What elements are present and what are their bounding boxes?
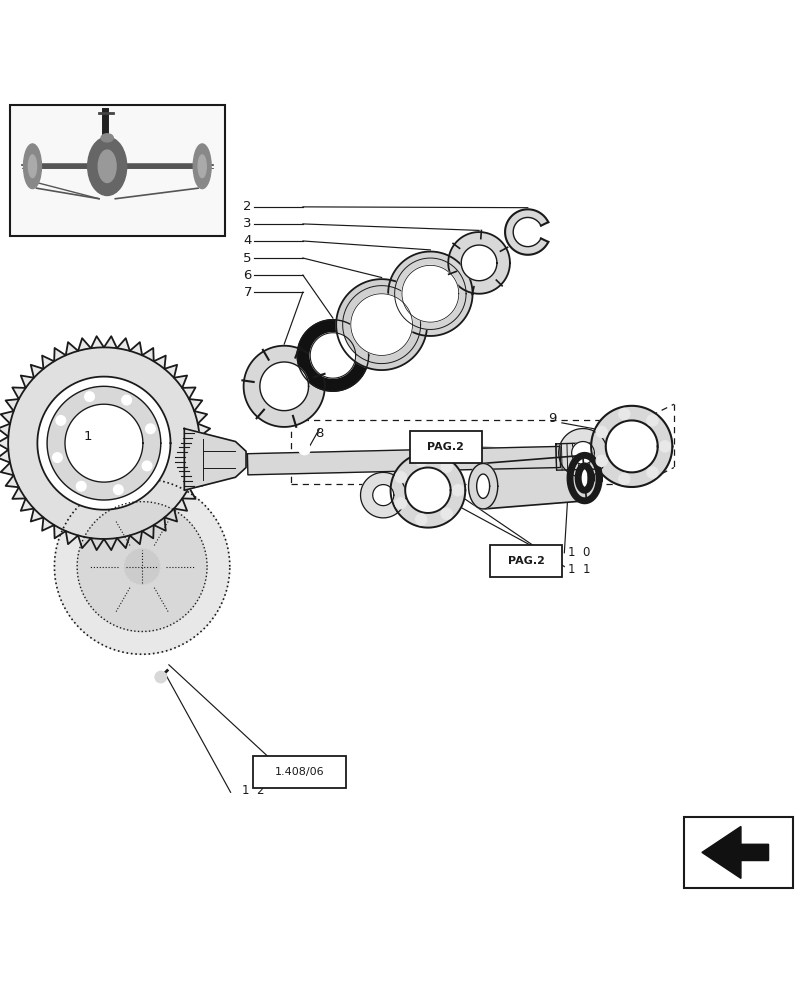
Circle shape bbox=[659, 441, 670, 452]
Polygon shape bbox=[504, 209, 547, 255]
Circle shape bbox=[298, 443, 310, 455]
Text: 8: 8 bbox=[315, 427, 323, 440]
Polygon shape bbox=[401, 265, 458, 322]
Polygon shape bbox=[558, 429, 607, 477]
Polygon shape bbox=[571, 442, 594, 464]
Text: 1: 1 bbox=[84, 430, 92, 443]
Circle shape bbox=[155, 671, 166, 683]
Circle shape bbox=[84, 392, 94, 401]
FancyBboxPatch shape bbox=[410, 431, 481, 463]
Circle shape bbox=[114, 485, 123, 495]
Circle shape bbox=[56, 416, 66, 425]
FancyBboxPatch shape bbox=[490, 545, 561, 577]
Polygon shape bbox=[243, 346, 324, 427]
Text: 7: 7 bbox=[243, 286, 251, 299]
Polygon shape bbox=[481, 455, 586, 509]
Ellipse shape bbox=[198, 155, 206, 178]
Circle shape bbox=[618, 408, 629, 420]
Circle shape bbox=[395, 472, 406, 483]
Polygon shape bbox=[350, 294, 412, 355]
Text: 1.408/06: 1.408/06 bbox=[274, 767, 324, 777]
Ellipse shape bbox=[98, 150, 116, 183]
Circle shape bbox=[646, 415, 658, 426]
Polygon shape bbox=[37, 377, 170, 510]
Ellipse shape bbox=[101, 134, 114, 142]
Polygon shape bbox=[590, 406, 672, 487]
Polygon shape bbox=[47, 386, 161, 500]
Polygon shape bbox=[407, 271, 453, 316]
Circle shape bbox=[122, 395, 131, 405]
Polygon shape bbox=[0, 336, 211, 550]
Circle shape bbox=[142, 461, 152, 471]
Polygon shape bbox=[448, 232, 509, 294]
Circle shape bbox=[145, 424, 155, 434]
FancyBboxPatch shape bbox=[253, 756, 345, 788]
Circle shape bbox=[124, 549, 160, 584]
Polygon shape bbox=[360, 472, 406, 518]
Polygon shape bbox=[405, 468, 450, 513]
Circle shape bbox=[415, 514, 427, 525]
Circle shape bbox=[595, 455, 607, 467]
Circle shape bbox=[53, 453, 62, 462]
Polygon shape bbox=[388, 252, 472, 336]
Circle shape bbox=[76, 481, 86, 491]
Polygon shape bbox=[77, 502, 207, 632]
Polygon shape bbox=[390, 453, 465, 528]
Polygon shape bbox=[184, 429, 246, 490]
Text: 6: 6 bbox=[243, 269, 251, 282]
Bar bbox=[683, 817, 792, 888]
Circle shape bbox=[595, 426, 607, 438]
Polygon shape bbox=[461, 245, 496, 281]
Circle shape bbox=[646, 467, 658, 478]
Polygon shape bbox=[569, 455, 599, 501]
Text: PAG.2: PAG.2 bbox=[507, 556, 544, 566]
Text: PAG.2: PAG.2 bbox=[427, 442, 464, 452]
Polygon shape bbox=[577, 466, 590, 490]
Circle shape bbox=[395, 498, 406, 509]
Text: 3: 3 bbox=[243, 217, 251, 230]
Polygon shape bbox=[297, 320, 368, 391]
Polygon shape bbox=[605, 420, 657, 472]
Ellipse shape bbox=[193, 144, 211, 189]
Text: 1  2: 1 2 bbox=[242, 784, 264, 797]
Polygon shape bbox=[54, 479, 230, 654]
Text: 5: 5 bbox=[243, 252, 251, 265]
Circle shape bbox=[440, 508, 452, 519]
Polygon shape bbox=[372, 485, 393, 506]
Polygon shape bbox=[556, 442, 616, 470]
Polygon shape bbox=[310, 333, 355, 378]
Circle shape bbox=[415, 455, 427, 467]
Bar bbox=[10, 105, 225, 236]
Polygon shape bbox=[8, 347, 200, 539]
Polygon shape bbox=[468, 463, 497, 509]
Polygon shape bbox=[65, 404, 143, 482]
Circle shape bbox=[452, 485, 463, 496]
Text: 2: 2 bbox=[243, 200, 251, 213]
Text: 4: 4 bbox=[243, 234, 251, 247]
Ellipse shape bbox=[24, 144, 41, 189]
Polygon shape bbox=[357, 300, 406, 349]
Text: 9: 9 bbox=[547, 412, 556, 425]
Polygon shape bbox=[476, 474, 489, 498]
Ellipse shape bbox=[88, 137, 127, 196]
Polygon shape bbox=[342, 286, 420, 364]
Text: 1  0: 1 0 bbox=[568, 546, 590, 559]
Polygon shape bbox=[394, 258, 466, 329]
Polygon shape bbox=[336, 279, 427, 370]
Polygon shape bbox=[701, 826, 767, 878]
Circle shape bbox=[440, 461, 452, 472]
Circle shape bbox=[618, 473, 629, 485]
Text: 1  1: 1 1 bbox=[568, 563, 590, 576]
Polygon shape bbox=[260, 362, 308, 411]
Polygon shape bbox=[247, 446, 560, 475]
Ellipse shape bbox=[28, 155, 36, 178]
